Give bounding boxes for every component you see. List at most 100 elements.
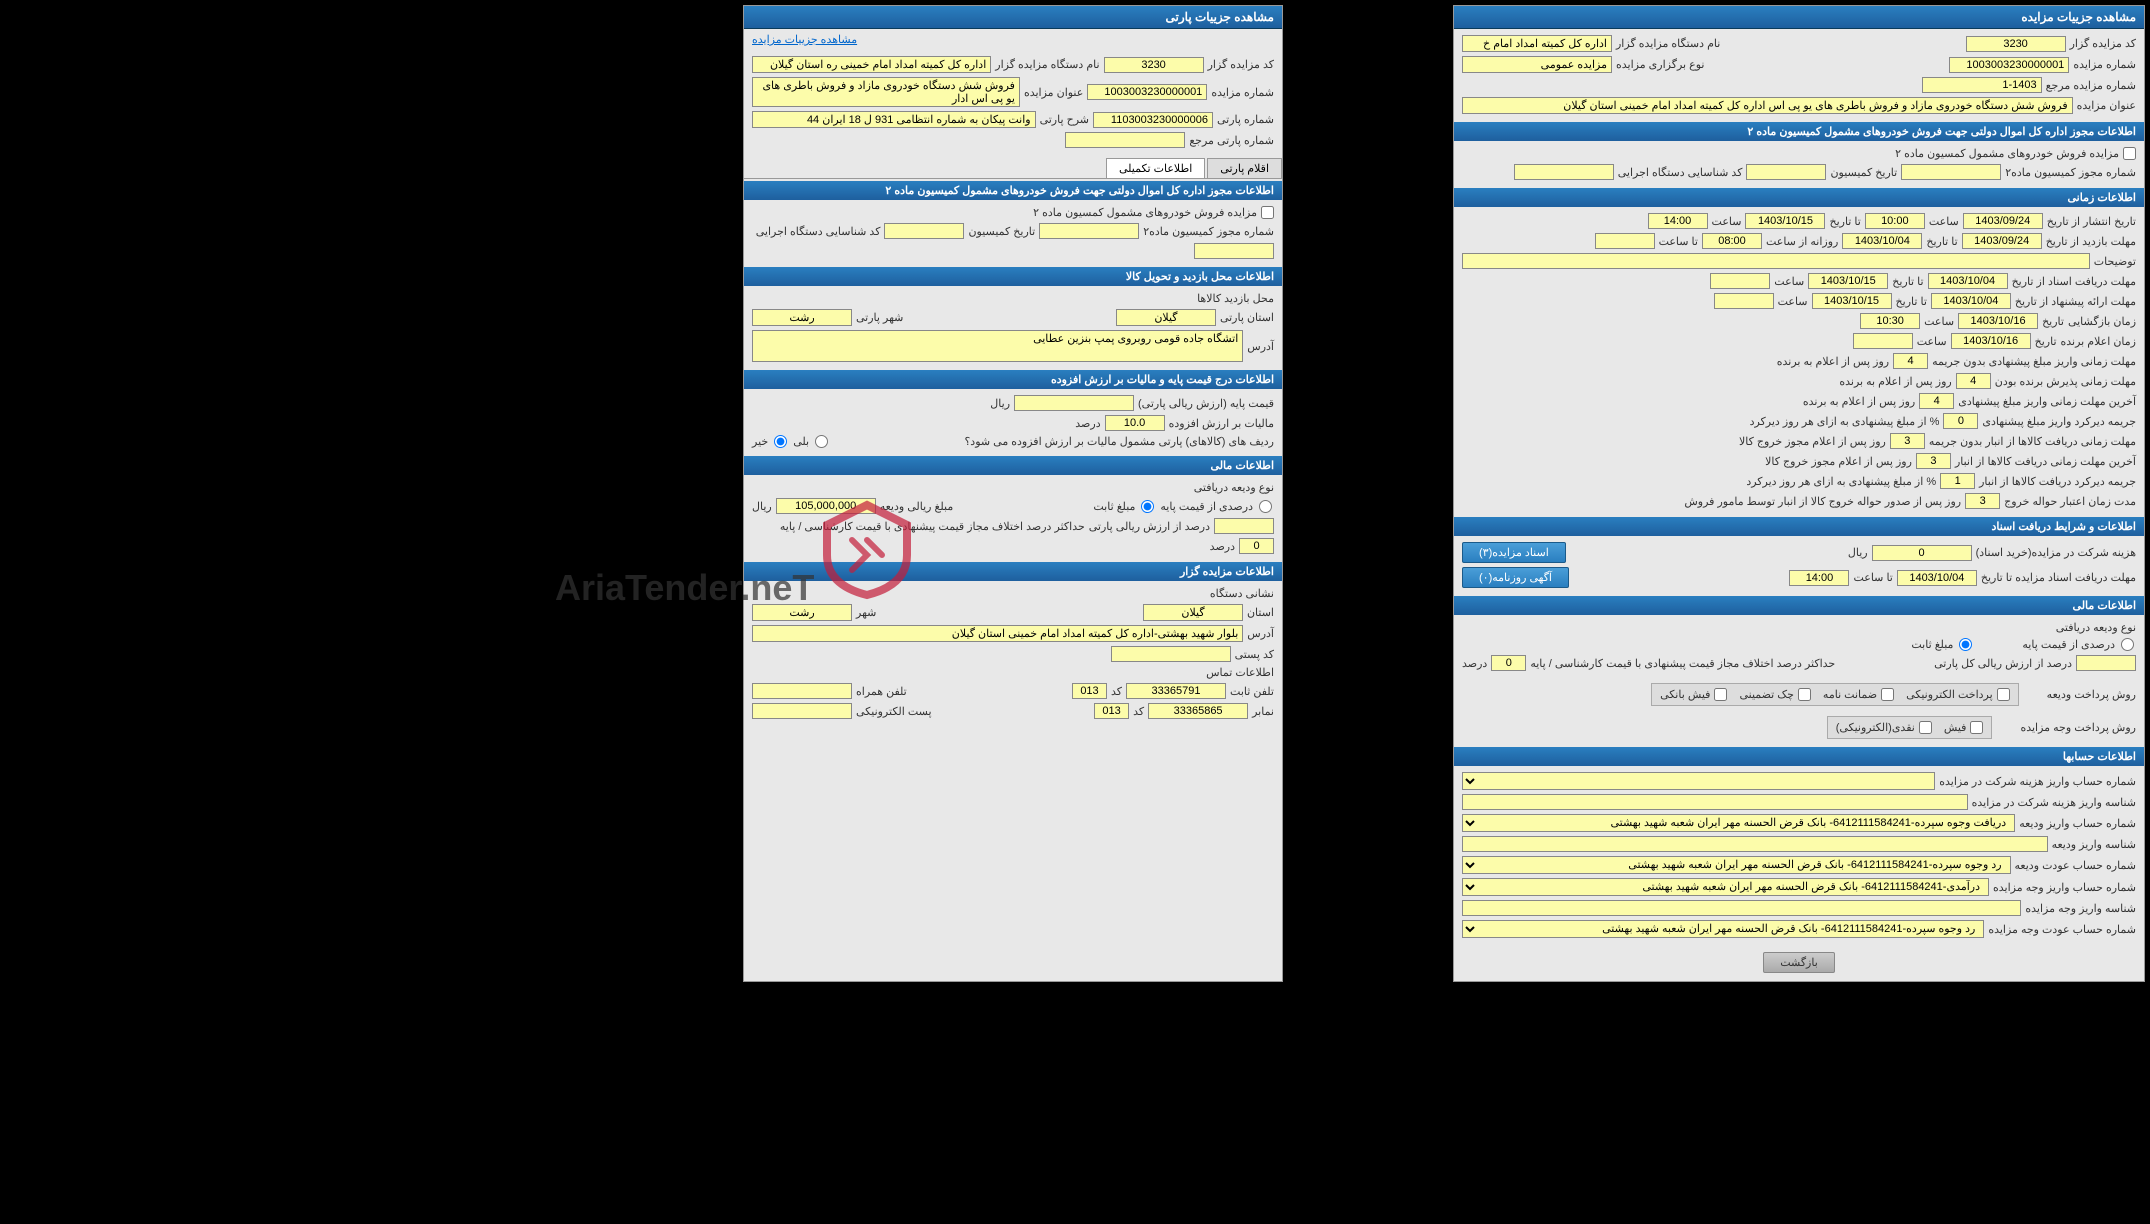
title-label: عنوان مزایده	[2077, 99, 2136, 112]
ls3-rial: ریال	[990, 397, 1010, 410]
d5l: مهلت زمانی دریافت کالاها از انبار بدون ج…	[1929, 435, 2136, 448]
ls5-fcode: 013	[1094, 703, 1129, 719]
open-label: زمان بازگشایی	[2068, 315, 2136, 328]
c1[interactable]	[1997, 688, 2010, 701]
right-header: مشاهده جزییات مزایده	[1454, 6, 2144, 29]
ls5-mob-l: تلفن همراه	[856, 685, 907, 698]
saat6: ساعت	[1917, 335, 1947, 348]
l-ref	[1065, 132, 1185, 148]
pct-radio[interactable]	[2121, 638, 2134, 651]
ls5-fa-l: آدرس	[1247, 627, 1274, 640]
l-dev-label: نام دستگاه مزایده گزار	[995, 58, 1099, 71]
s4-title: اطلاعات مالی	[1454, 596, 2144, 615]
ls5-title: اطلاعات مزایده گزار	[744, 562, 1282, 581]
ls1-l2: تاریخ کمیسیون	[968, 225, 1035, 238]
d1: 4	[1893, 353, 1928, 369]
l-desc: وانت پیکان به شماره انتظامی 931 ل 18 ایر…	[752, 111, 1036, 128]
to-saat: تا ساعت	[1659, 235, 1698, 248]
s5-title: اطلاعات حسابها	[1454, 747, 2144, 766]
docs-button[interactable]: اسناد مزایده(۳)	[1462, 542, 1566, 563]
diff-field: 0	[1491, 655, 1526, 671]
ls5-post-l: کد پستی	[1235, 648, 1274, 661]
c6[interactable]	[1919, 721, 1932, 734]
offer-label: مهلت ارائه پیشنهاد از تاریخ	[2015, 295, 2136, 308]
s2-title: اطلاعات زمانی	[1454, 188, 2144, 207]
open-date: 1403/10/16	[1958, 313, 2038, 329]
saat4: ساعت	[1778, 295, 1808, 308]
type-label: نوع برگزاری مزایده	[1616, 58, 1704, 71]
visit-from: 1403/09/24	[1962, 233, 2042, 249]
no-radio[interactable]	[774, 435, 787, 448]
ls2-prov-l: استان پارتی	[1220, 311, 1274, 324]
ls2-title: اطلاعات محل بازدید و تحویل کالا	[744, 267, 1282, 286]
details-link[interactable]: مشاهده جزییات مزایده	[752, 34, 857, 46]
c6l: نقدی(الکترونیکی)	[1836, 721, 1915, 734]
date-lbl1: تاریخ	[2042, 315, 2064, 328]
doc-time	[1710, 273, 1770, 289]
l-num-label: شماره مزایده	[1211, 86, 1274, 99]
a6f[interactable]: درآمدی-6412111584241- بانک قرض الحسنه مه…	[1462, 878, 1989, 896]
c3[interactable]	[1798, 688, 1811, 701]
to-date1: تا تاریخ	[1829, 215, 1860, 228]
ls5-tel-l: تلفن ثابت	[1230, 685, 1274, 698]
tab-info[interactable]: اطلاعات تکمیلی	[1106, 158, 1205, 178]
visit-to: 1403/10/04	[1842, 233, 1922, 249]
a5l: شماره حساب عودت ودیعه	[2015, 859, 2136, 872]
s1-f1	[1901, 164, 2001, 180]
ls5-prov-l: استان	[1247, 606, 1274, 619]
c2[interactable]	[1881, 688, 1894, 701]
open-time: 10:30	[1860, 313, 1920, 329]
a3f[interactable]: دریافت وجوه سپرده-6412111584241- بانک قر…	[1462, 814, 2015, 832]
d1l: مهلت زمانی واریز مبلغ پیشنهادی بدون جریم…	[1932, 355, 2136, 368]
yes-l: بلی	[793, 435, 809, 448]
to-date4: تا تاریخ	[1896, 295, 1927, 308]
ls2-addr-l: آدرس	[1247, 340, 1274, 353]
ls5-mob	[752, 683, 852, 699]
ls1-chk[interactable]	[1261, 206, 1274, 219]
a7f	[1462, 900, 2021, 916]
ls4-darsad: درصد	[1210, 540, 1235, 553]
a8f[interactable]: رد وجوه سپرده-6412111584241- بانک قرض ال…	[1462, 920, 1984, 938]
c5[interactable]	[1970, 721, 1983, 734]
s1-title: اطلاعات مجوز اداره کل اموال دولتی جهت فر…	[1454, 122, 2144, 141]
deadline-time: 14:00	[1789, 570, 1849, 586]
c4[interactable]	[1714, 688, 1727, 701]
news-button[interactable]: آگهی روزنامه(۰)	[1462, 567, 1569, 588]
ls3-tax: 10.0	[1105, 415, 1165, 431]
ls4-pct-r[interactable]	[1259, 500, 1272, 513]
d4: 0	[1943, 413, 1978, 429]
ls5-prov: گیلان	[1143, 604, 1243, 621]
ls1-l1: شماره مجوز کمیسیون ماده۲	[1143, 225, 1274, 238]
ls2-loc: محل بازدید کالاها	[1197, 292, 1274, 305]
d1s: روز پس از اعلام به برنده	[1777, 355, 1889, 368]
d8: 3	[1965, 493, 2000, 509]
deadline-date: 1403/10/04	[1897, 570, 1977, 586]
d4s: % از مبلغ پیشنهادی به ازای هر روز دیرکرد	[1750, 415, 1940, 428]
desc-label: توضیحات	[2094, 255, 2136, 268]
yes-radio[interactable]	[815, 435, 828, 448]
cost-field: 0	[1872, 545, 1972, 561]
pct-label: درصدی از قیمت پایه	[2022, 638, 2115, 651]
a5f[interactable]: رد وجوه سپرده-6412111584241- بانک قرض ال…	[1462, 856, 2011, 874]
back-button[interactable]: بازگشت	[1763, 952, 1835, 973]
s1-checkbox[interactable]	[2123, 147, 2136, 160]
c5l: فیش	[1944, 721, 1967, 734]
ls2-addr: اتشگاه جاده قومی روبروی پمپ بنزین عطایی	[752, 330, 1243, 362]
d5s: روز پس از اعلام مجوز خروج کالا	[1739, 435, 1886, 448]
ref-field: 1-1403	[1922, 77, 2042, 93]
darsad1: درصد	[1462, 657, 1487, 670]
l-title-label: عنوان مزایده	[1024, 86, 1083, 99]
a2l: شناسه واریز هزینه شرکت در مزایده	[1972, 796, 2136, 809]
l-code: 3230	[1104, 57, 1204, 73]
tab-items[interactable]: اقلام پارتی	[1207, 158, 1282, 178]
saat2: ساعت	[1712, 215, 1742, 228]
ls3-base	[1014, 395, 1134, 411]
pay1-label: روش پرداخت ودیعه	[2047, 688, 2136, 701]
fixed-radio[interactable]	[1959, 638, 1972, 651]
diff-label: حداکثر درصد اختلاف مجاز قیمت پیشنهادی با…	[1530, 657, 1835, 670]
c4l: فیش بانکی	[1660, 688, 1710, 701]
doc-label: مهلت دریافت اسناد از تاریخ	[2012, 275, 2136, 288]
a1f[interactable]	[1462, 772, 1935, 790]
ls4-fix-r[interactable]	[1141, 500, 1154, 513]
a1l: شماره حساب واریز هزینه شرکت در مزایده	[1939, 775, 2136, 788]
